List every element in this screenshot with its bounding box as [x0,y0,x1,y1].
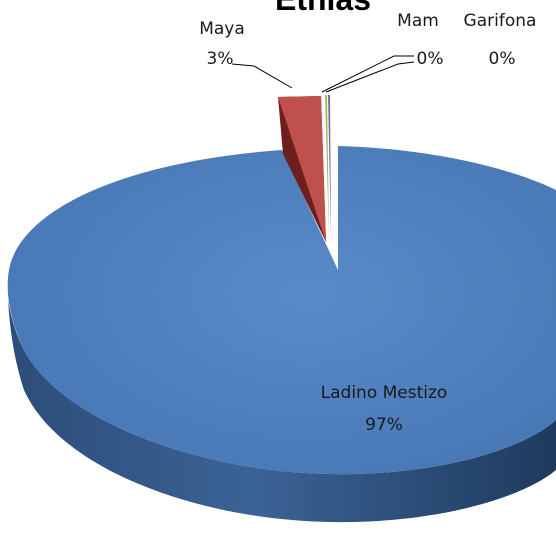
leader-line-garifona [325,61,415,93]
leader-line-mam [321,55,414,93]
pie-slice-ladino-mestizo-depth [8,300,556,523]
label-mam-name: Mam [397,11,439,31]
pie-slice-mam [325,95,329,240]
pie-slice-ladino-mestizo [7,146,556,475]
pie-slice-garifona [328,95,331,240]
label-mam-value: 0% [417,49,444,69]
label-ladino-mestizo-value: 97% [365,415,403,435]
label-maya-name: Maya [199,19,245,39]
label-ladino-mestizo-name: Ladino Mestizo [321,383,448,403]
label-garifona-value: 0% [489,49,516,69]
pie-slice-maya [278,96,326,242]
chart-title: Etnias [275,0,371,17]
leader-line-maya [231,63,293,89]
label-maya-value: 3% [207,49,234,69]
label-garifona-name: Garifona [464,11,537,31]
